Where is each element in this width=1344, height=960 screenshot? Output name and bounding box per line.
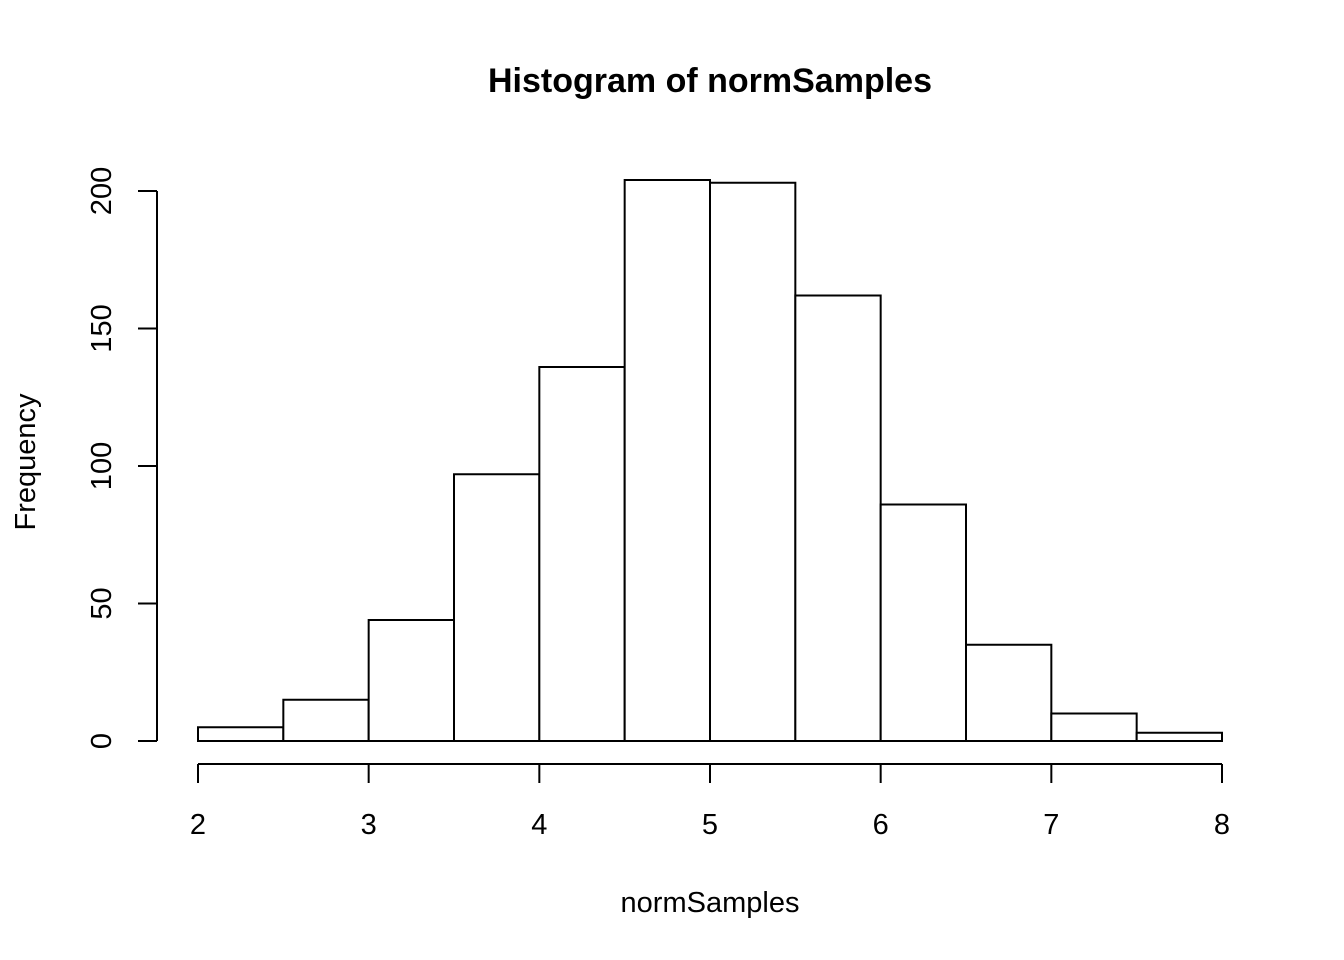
y-tick-label: 100	[86, 442, 118, 490]
y-axis-ticks: 0 50 100 150 200	[86, 167, 157, 749]
y-axis-label: Frequency	[10, 393, 42, 531]
y-tick-label: 0	[86, 733, 118, 749]
y-axis: 0 50 100 150 200	[86, 167, 158, 749]
histogram-bar-2	[367, 619, 455, 742]
x-axis-ticks: 2 3 4 5 6 7 8	[190, 764, 1230, 841]
x-tick-label: 4	[531, 809, 547, 841]
y-tick-label: 150	[86, 304, 118, 352]
x-tick-label: 8	[1214, 809, 1230, 841]
x-tick-label: 3	[361, 809, 377, 841]
histogram-bar-7	[794, 294, 882, 742]
histogram-bar-5	[623, 179, 712, 742]
x-tick-label: 5	[702, 809, 718, 841]
x-tick-label: 7	[1043, 809, 1059, 841]
x-axis: 2 3 4 5 6 7 8	[190, 763, 1230, 841]
histogram-bar-11	[1135, 731, 1223, 742]
chart-title: Histogram of normSamples	[488, 62, 932, 100]
histogram-bar-1	[282, 698, 370, 742]
histogram-bars	[197, 179, 1223, 742]
y-tick-label: 50	[86, 587, 118, 619]
histogram-bar-8	[879, 503, 968, 742]
x-axis-label: normSamples	[621, 887, 800, 919]
x-tick-label: 6	[873, 809, 889, 841]
histogram-bar-9	[965, 643, 1053, 742]
x-tick-label: 2	[190, 809, 206, 841]
y-tick-label: 200	[86, 167, 118, 215]
histogram-bar-4	[538, 366, 626, 742]
histogram-bar-0	[197, 726, 285, 742]
histogram-bar-6	[709, 181, 797, 742]
histogram-bar-10	[1050, 712, 1138, 742]
histogram-bar-3	[453, 473, 541, 742]
